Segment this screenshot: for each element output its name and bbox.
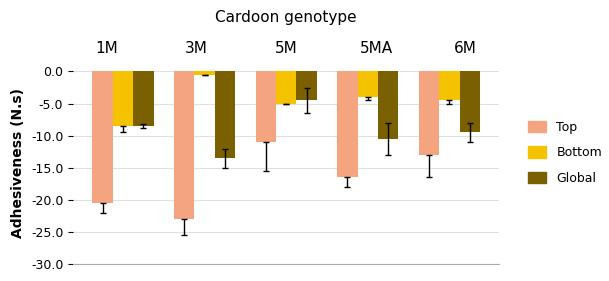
Bar xyxy=(337,71,357,177)
Text: 6M: 6M xyxy=(454,41,477,56)
Bar xyxy=(93,71,113,203)
Bar xyxy=(133,71,153,126)
Bar xyxy=(460,71,480,132)
Bar xyxy=(113,71,133,126)
Bar xyxy=(297,71,317,100)
Bar xyxy=(215,71,235,158)
Bar xyxy=(439,71,460,100)
Bar xyxy=(357,71,378,97)
Legend: Top, Bottom, Global: Top, Bottom, Global xyxy=(523,116,607,190)
Bar xyxy=(378,71,398,139)
Bar xyxy=(194,71,215,75)
Text: 1M: 1M xyxy=(96,41,118,56)
Text: Cardoon genotype: Cardoon genotype xyxy=(216,10,357,25)
Bar xyxy=(276,71,297,104)
Bar xyxy=(256,71,276,142)
Y-axis label: Adhesiveness (N.s): Adhesiveness (N.s) xyxy=(12,88,26,238)
Bar xyxy=(419,71,439,155)
Text: 5M: 5M xyxy=(275,41,298,56)
Text: 3M: 3M xyxy=(185,41,208,56)
Text: 5MA: 5MA xyxy=(359,41,393,56)
Bar xyxy=(174,71,194,219)
